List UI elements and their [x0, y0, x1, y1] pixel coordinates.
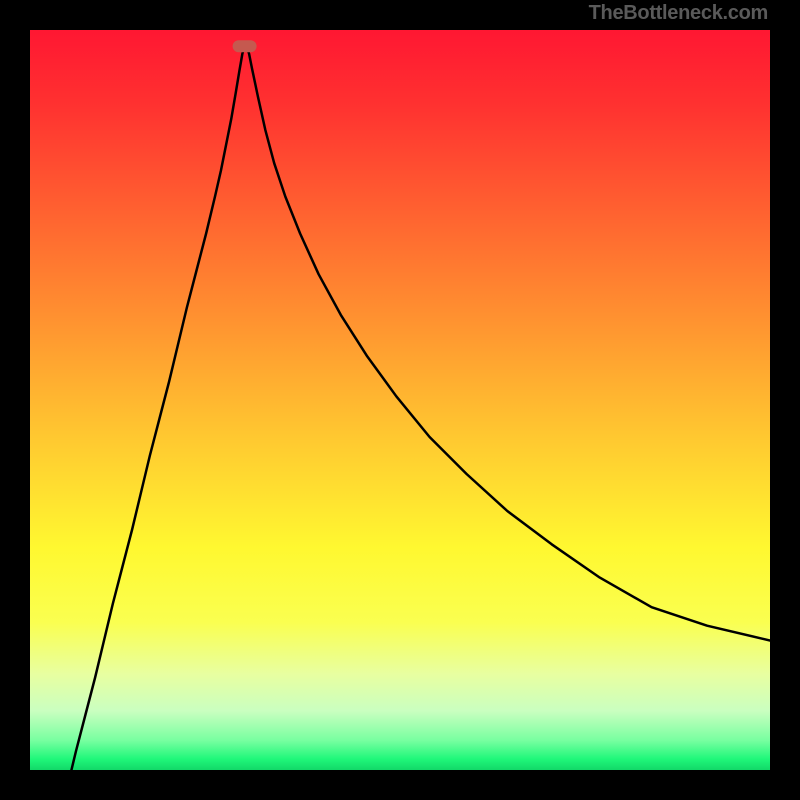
optimal-point-marker [233, 40, 257, 52]
bottleneck-curve [67, 46, 770, 770]
curve-layer [30, 30, 770, 770]
watermark-text: TheBottleneck.com [589, 2, 768, 25]
